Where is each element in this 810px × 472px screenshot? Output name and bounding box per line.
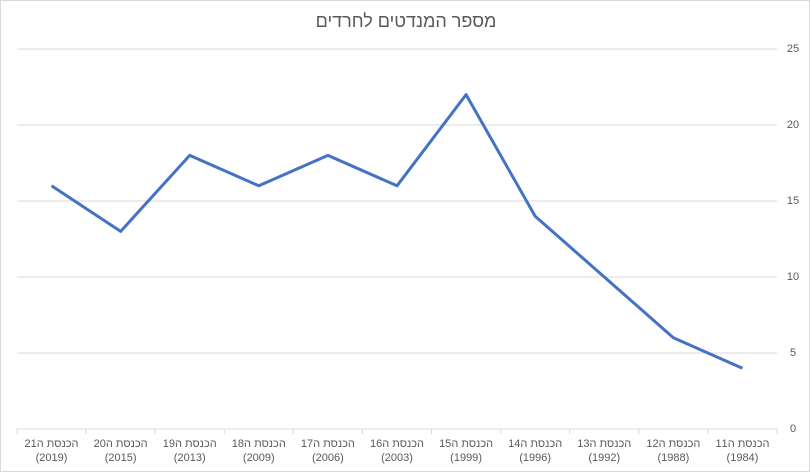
x-tick-label: הכנסת ה13 (1992) [577,438,632,464]
y-tick-label: 10 [787,271,799,283]
series-line [50,93,744,370]
y-tick-label: 25 [787,43,799,55]
x-tick-label: הכנסת ה17 (2006) [300,438,355,464]
x-tick-label: הכנסת ה12 (1988) [646,438,701,464]
y-tick-label: 15 [787,195,799,207]
x-tick-label: הכנסת ה11 (1984) [715,438,770,464]
x-tick-label: הכנסת ה21 (2019) [24,438,79,464]
x-tick-label: הכנסת ה15 (1999) [439,438,494,464]
x-tick-label: הכנסת ה19 (2013) [162,438,217,464]
x-tick-label: הכנסת ה14 (1996) [508,438,563,464]
x-tick-label: הכנסת ה18 (2009) [231,438,286,464]
x-tick-label: הכנסת ה20 (2015) [93,438,148,464]
y-tick-label: 20 [787,119,799,131]
x-tick-label: הכנסת ה16 (2003) [369,438,424,464]
y-tick-label: 5 [790,347,796,359]
y-tick-label: 0 [790,423,796,435]
chart-title: מספר המנדטים לחרדים [315,11,497,31]
